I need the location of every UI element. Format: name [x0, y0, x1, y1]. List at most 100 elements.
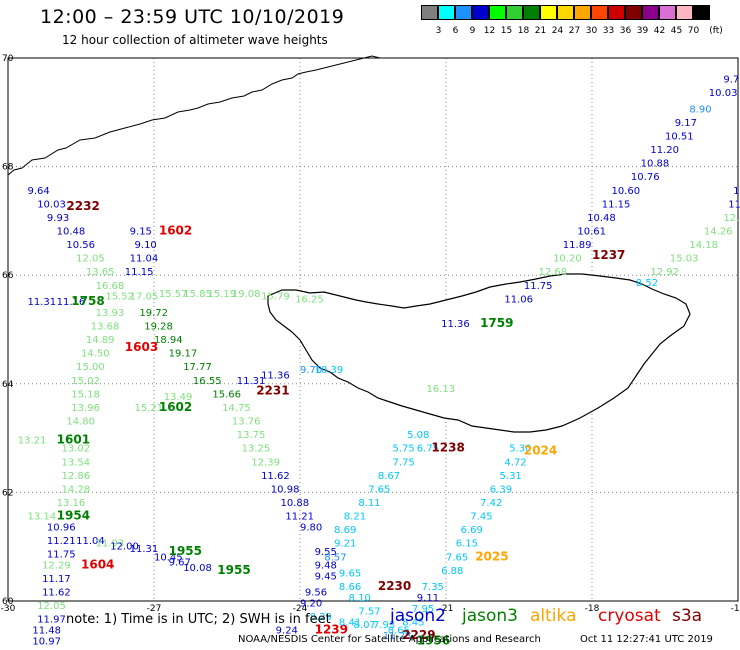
colorbar-swatch — [608, 5, 625, 20]
swh-value-label: 15.52 — [105, 292, 134, 303]
colorbar-tick-label: 27 — [568, 26, 581, 36]
swh-value-label: 10.96 — [47, 522, 76, 533]
legend-cryosat: cryosat — [598, 606, 661, 626]
axis-labels: 70 68 66 64 62 60-30 -27 -24 -21 -18 -15 — [1, 54, 740, 614]
colorbar-tick-label: 42 — [653, 26, 666, 36]
swh-value-label: 15.79 — [261, 292, 290, 303]
swh-value-label: 9.11 — [417, 593, 439, 604]
colorbar-tick-label: 9 — [469, 26, 476, 36]
colorbar-tick-label: 12 — [483, 26, 496, 36]
colorbar-swatch — [438, 5, 455, 20]
swh-value-label: 14.80 — [66, 417, 95, 428]
swh-value-label: 9.45 — [315, 571, 337, 582]
swh-value-label: 11.06 — [504, 294, 533, 305]
swh-value-label: 8.21 — [344, 512, 366, 523]
swh-value-label: 5.75 — [392, 444, 414, 455]
swh-value-label: 19.72 — [139, 308, 168, 319]
swh-value-label: 11.62 — [261, 471, 290, 482]
swh-value-label: 13.75 — [237, 430, 266, 441]
lon-tick-label: -30 — [1, 604, 16, 614]
colorbar-unit: (ft) — [709, 26, 723, 36]
swh-value-label: 9.93 — [47, 213, 69, 224]
swh-value-label: 17.77 — [183, 362, 212, 373]
swh-value-label: 10.03 — [709, 88, 738, 99]
pass-time-label: 2232 — [66, 199, 99, 213]
swh-value-label: 9.55 — [315, 547, 337, 558]
swh-value-label: 14.89 — [86, 335, 115, 346]
swh-value-label: 11.48 — [32, 626, 61, 637]
swh-value-label: 8.67 — [378, 471, 400, 482]
swh-value-label: 10.56 — [66, 240, 95, 251]
pass-time-label: 1604 — [81, 557, 114, 571]
swh-value-label: 10.88 — [281, 498, 310, 509]
swh-value-label: 15.85 — [183, 289, 212, 300]
colorbar-tick-label: 70 — [687, 26, 700, 36]
swh-value-label: 8.29 — [310, 612, 332, 623]
swh-value-label: 10.88 — [641, 159, 670, 170]
pass-time-label: 1239 — [315, 623, 348, 637]
swh-value-label: 13.02 — [62, 444, 91, 455]
swh-value-label: 9.21 — [334, 539, 356, 550]
swh-value-label: 12.29 — [42, 560, 71, 571]
swh-value-label: 13.65 — [86, 267, 115, 278]
swh-value-label: 10.20 — [553, 254, 582, 265]
swh-value-label: 16.55 — [193, 376, 222, 387]
swh-value-label: 8.45 — [402, 617, 424, 628]
colorbar-tick-label: 45 — [670, 26, 683, 36]
swh-value-label: 11.04 — [130, 254, 159, 265]
swh-value-label: 14.28 — [62, 484, 91, 495]
greenland-coast — [7, 55, 381, 177]
swh-value-label: 11.16 — [57, 297, 86, 308]
swh-value-label: 10.45 — [154, 552, 183, 563]
swh-value-label: 9.70 — [300, 365, 322, 376]
swh-value-label: 17.05 — [130, 292, 159, 303]
swh-value-label: 9.67 — [169, 558, 191, 569]
colorbar-tick-label: 21 — [534, 26, 547, 36]
swh-value-label: 12.05 — [37, 601, 66, 612]
swh-value-label: 12.39 — [251, 457, 280, 468]
swh-value-label: 7.75 — [392, 457, 414, 468]
pass-time-label: 1602 — [159, 400, 192, 414]
swh-value-label: 11.28 — [383, 631, 412, 642]
legend-jason2: jason2 — [390, 606, 446, 626]
colorbar-tick-label: 6 — [452, 26, 459, 36]
swh-value-label: 18.94 — [154, 335, 183, 346]
colorbar-swatch — [574, 5, 591, 20]
colorbar-swatch — [676, 5, 693, 20]
lat-tick-label: 66 — [2, 271, 14, 281]
swh-value-label: 8.57 — [324, 552, 346, 563]
swh-value-label: 13.14 — [27, 512, 56, 523]
lat-tick-label: 62 — [2, 488, 13, 498]
lon-tick-label: -21 — [439, 604, 454, 614]
colorbar-tick-label: 39 — [636, 26, 649, 36]
lon-tick-label: -27 — [147, 604, 162, 614]
swh-value-label: 5.08 — [407, 430, 429, 441]
swh-value-label: 9.64 — [27, 186, 49, 197]
swh-value-label: 9.80 — [300, 522, 322, 533]
swh-value-label: 10.98 — [271, 484, 300, 495]
swh-value-label: 7.42 — [480, 498, 502, 509]
swh-value-label: 9.24 — [276, 626, 298, 637]
swh-value-label: 13.93 — [96, 308, 125, 319]
swh-value-label: 9.7 — [723, 74, 739, 85]
colorbar-tick-label: 33 — [602, 26, 615, 36]
colorbar-swatch — [591, 5, 608, 20]
swh-value-label: 14.18 — [689, 240, 718, 251]
lon-tick-label: -15 — [731, 604, 740, 614]
swh-value-label: 13.21 — [18, 436, 47, 447]
land-masses — [7, 55, 691, 433]
swh-value-label: 8.11 — [358, 498, 380, 509]
swh-value-label: 12.68 — [538, 267, 567, 278]
lon-tick-label: -24 — [293, 604, 308, 614]
swh-value-label: 11.62 — [42, 588, 71, 599]
swh-value-label: 15.19 — [208, 289, 237, 300]
pass-time-label: 1955 — [217, 563, 250, 577]
swh-value-label: 13.96 — [71, 403, 100, 414]
swh-value-label: 11.04 — [76, 536, 105, 547]
swh-value-label: 12.00 — [110, 541, 139, 552]
swh-value-label: 6.75 — [417, 444, 439, 455]
swh-value-label: 11.93 — [96, 539, 125, 550]
swh-value-label: 8.52 — [636, 278, 658, 289]
swh-value-label: 16.25 — [295, 294, 324, 305]
lon-tick-label: -18 — [585, 604, 600, 614]
